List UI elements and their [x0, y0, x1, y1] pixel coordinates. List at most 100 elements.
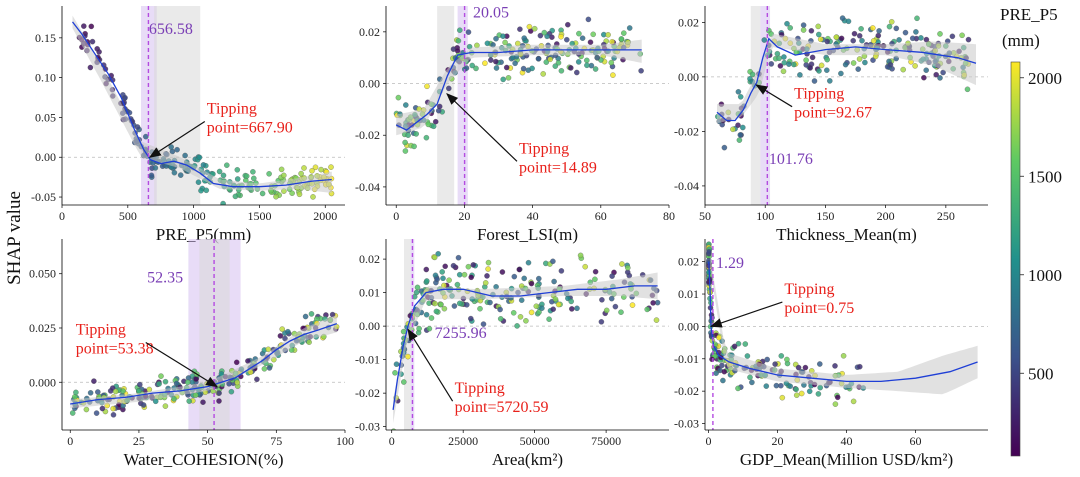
scatter-point	[426, 325, 433, 332]
scatter-point	[296, 191, 303, 198]
scatter-point	[473, 65, 479, 72]
scatter-point	[200, 162, 207, 168]
y-tick-label: 0.00	[35, 150, 56, 164]
threshold-label: 101.76	[769, 151, 813, 168]
scatter-point	[918, 35, 924, 41]
scatter-point	[182, 152, 188, 159]
scatter-point	[744, 353, 751, 359]
scatter-point	[89, 38, 96, 45]
scatter-point	[220, 200, 226, 205]
scatter-point	[730, 126, 736, 133]
scatter-point	[318, 166, 324, 173]
scatter-point	[629, 302, 636, 308]
scatter-point	[824, 67, 830, 73]
scatter-point	[234, 176, 241, 182]
scatter-point	[480, 321, 487, 327]
scatter-point	[228, 388, 235, 395]
fit-confidence-interval	[393, 272, 658, 424]
scatter-point	[413, 131, 419, 137]
scatter-point	[523, 318, 529, 324]
x-tick-label: 0	[393, 209, 399, 223]
scatter-point	[912, 63, 918, 69]
x-axis-label: Water_COHESION(%)	[123, 450, 283, 469]
y-tick-label: 0.02	[359, 252, 380, 266]
scatter-point	[310, 194, 316, 200]
x-tick-label: 500	[119, 209, 137, 223]
scatter-point	[436, 103, 443, 110]
scatter-point	[808, 28, 815, 34]
y-tick-label: 0.00	[678, 70, 699, 84]
scatter-point	[855, 66, 861, 72]
scatter-point	[273, 193, 279, 200]
x-axis-label: GDP_Mean(Million USD/km²)	[740, 450, 953, 469]
scatter-point	[528, 309, 535, 316]
scatter-point	[469, 62, 475, 69]
tipping-label-line2: point=0.75	[784, 300, 854, 317]
colorbar: PRE_P5 (mm) 2000 1500 1000 500	[1000, 5, 1062, 457]
scatter-point	[653, 317, 660, 323]
scatter-point	[468, 274, 474, 281]
scatter-point	[88, 23, 95, 30]
scatter-point	[526, 23, 533, 30]
scatter-point	[439, 269, 445, 275]
scatter-point	[485, 259, 492, 266]
x-tick-label: 20	[458, 209, 470, 223]
scatter-point	[168, 144, 174, 150]
scatter-point	[430, 123, 437, 130]
scatter-point	[497, 316, 504, 322]
scatter-point	[870, 57, 876, 63]
scatter-point	[850, 37, 856, 44]
scatter-point	[405, 353, 411, 360]
scatter-point	[174, 146, 180, 153]
scatter-point	[558, 268, 565, 274]
scatter-point	[158, 373, 164, 379]
scatter-point	[302, 313, 309, 320]
scatter-point	[500, 76, 506, 83]
scatter-point	[203, 187, 210, 194]
scatter-point	[793, 386, 799, 393]
y-tick-label: 0.00	[359, 319, 380, 333]
scatter-point	[425, 121, 432, 128]
scatter-point	[815, 391, 822, 397]
scatter-point	[577, 252, 584, 259]
confidence-band	[750, 6, 761, 205]
scatter-point	[914, 15, 920, 22]
scatter-point	[809, 54, 816, 61]
scatter-point	[558, 33, 564, 40]
scatter-point	[152, 165, 159, 171]
scatter-point	[569, 306, 575, 312]
x-tick-label: 0	[389, 434, 395, 448]
scatter-point	[547, 56, 553, 63]
scatter-point	[484, 273, 490, 279]
scatter-point	[937, 31, 943, 37]
scatter-point	[210, 388, 216, 394]
scatter-point	[582, 263, 588, 270]
y-tick-label: -0.03	[674, 417, 699, 431]
scatter-point	[171, 396, 177, 402]
x-tick-label: 50000	[520, 434, 550, 448]
y-tick-label: 0.02	[678, 255, 699, 269]
fit-confidence-interval	[72, 15, 332, 194]
scatter-point	[393, 361, 400, 367]
scatter-point	[468, 315, 474, 322]
scatter-point	[827, 78, 833, 84]
scatter-point	[309, 168, 315, 174]
scatter-point	[626, 25, 633, 31]
scatter-point	[477, 305, 483, 312]
colorbar-unit: (mm)	[1002, 31, 1040, 50]
scatter-point	[493, 58, 499, 65]
scatter-point	[817, 361, 823, 367]
scatter-point	[816, 68, 822, 74]
y-tick-label: -0.05	[31, 190, 56, 204]
scatter-point	[772, 361, 778, 367]
fit-line	[71, 21, 332, 188]
scatter-point	[234, 167, 241, 173]
scatter-point	[780, 68, 787, 75]
scatter-point	[784, 356, 790, 363]
scatter-point	[856, 56, 863, 62]
scatter-point	[650, 300, 656, 306]
scatter-point	[568, 298, 574, 305]
scatter-point	[177, 172, 184, 178]
scatter-point	[886, 23, 893, 30]
scatter-point	[93, 410, 100, 416]
